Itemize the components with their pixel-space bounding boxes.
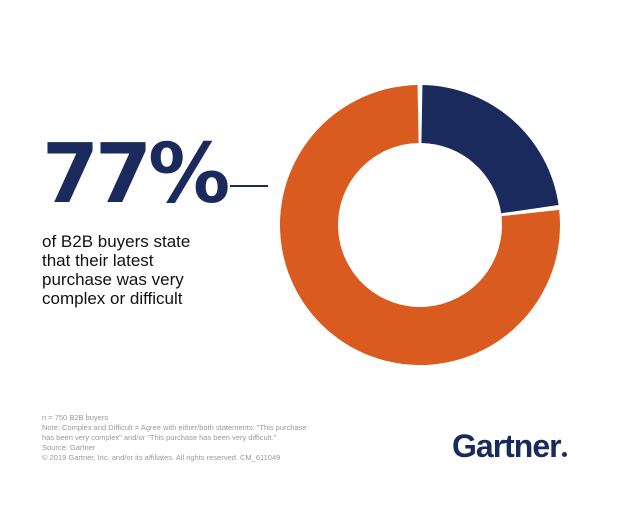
stat-caption: of B2B buyers state that their latest pu… bbox=[42, 232, 242, 308]
footnote-line: Note: Complex and Difficult = Agree with… bbox=[42, 423, 307, 432]
footnote-line: n = 750 B2B buyers bbox=[42, 413, 109, 422]
footnotes: n = 750 B2B buyers Note: Complex and Dif… bbox=[42, 413, 362, 463]
stat-caption-line: complex or difficult bbox=[42, 289, 183, 308]
stat-caption-line: that their latest bbox=[42, 251, 154, 270]
footnote-line: has been very complex" and/or "This purc… bbox=[42, 433, 277, 442]
footnote-line: © 2019 Gartner, Inc. and/or its affiliat… bbox=[42, 453, 281, 462]
footnote-line: Source: Gartner bbox=[42, 443, 96, 452]
donut-slice bbox=[280, 85, 560, 366]
donut-slice bbox=[421, 85, 559, 214]
stat-connector-line bbox=[230, 185, 268, 187]
logo-dot-icon bbox=[561, 452, 567, 457]
stat-caption-line: purchase was very bbox=[42, 270, 184, 289]
stat-caption-line: of B2B buyers state bbox=[42, 232, 191, 251]
gartner-logo: Gartner bbox=[452, 430, 567, 462]
stat-value: 77% bbox=[42, 127, 230, 222]
logo-text: Gartner bbox=[452, 428, 562, 464]
